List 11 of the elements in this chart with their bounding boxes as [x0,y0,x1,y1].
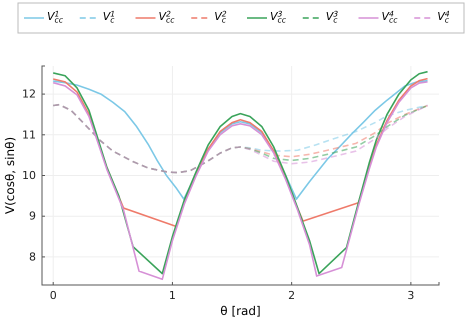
x-tick-label: 2 [288,288,296,302]
y-tick-label: 11 [22,128,36,142]
y-tick-label: 9 [29,210,36,223]
x-tick-label: 0 [50,288,57,302]
y-axis-title: V(cosθ, sinθ) [3,136,17,214]
x-tick-label: 1 [168,288,176,302]
y-tick-label: 12 [22,88,36,101]
x-tick-label: 3 [407,288,414,302]
y-tick-label: 8 [29,250,36,264]
x-axis-title: θ [rad] [220,304,261,318]
y-tick-label: 10 [22,169,36,182]
